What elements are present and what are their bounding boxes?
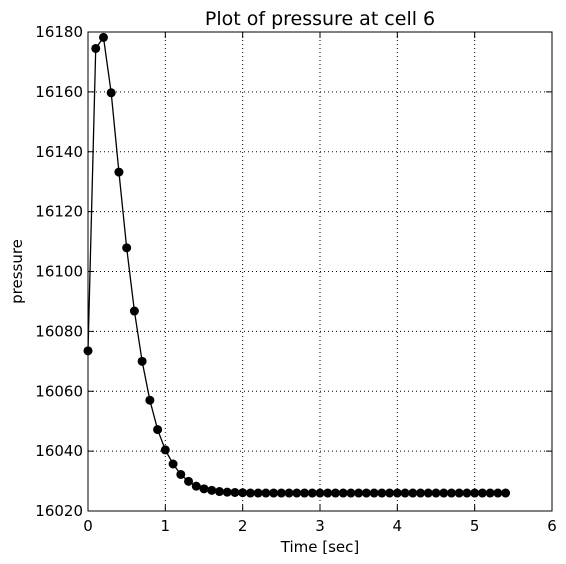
data-point <box>230 487 240 497</box>
data-point <box>176 469 186 479</box>
data-point <box>446 488 456 498</box>
data-point <box>114 167 124 177</box>
data-point <box>284 488 294 498</box>
tick-layer: 0 1 2 3 4 5 6 16020 16040 16060 16080 16100 16120 161… <box>35 23 556 535</box>
data-point <box>400 488 410 498</box>
data-point <box>238 488 248 498</box>
y-tick-label: 16020 <box>35 502 83 520</box>
data-point <box>191 481 201 491</box>
data-point <box>346 488 356 498</box>
y-tick-label: 16040 <box>35 442 83 460</box>
y-tick-label: 16060 <box>35 382 83 400</box>
y-tick-label: 16080 <box>35 322 83 340</box>
data-point <box>470 488 480 498</box>
x-tick-label: 4 <box>393 517 403 535</box>
data-point <box>261 488 271 498</box>
y-axis-label: pressure <box>8 239 26 304</box>
data-point <box>122 243 132 253</box>
data-point <box>330 488 340 498</box>
y-tick-label: 16100 <box>35 263 83 281</box>
data-point <box>207 485 217 495</box>
data-point <box>354 488 364 498</box>
x-tick-label: 5 <box>470 517 480 535</box>
data-point <box>253 488 263 498</box>
data-point <box>292 488 302 498</box>
data-point <box>300 488 310 498</box>
y-tick-label: 16140 <box>35 143 83 161</box>
x-axis-label: Time [sec] <box>280 538 359 556</box>
data-point <box>477 488 487 498</box>
data-point <box>431 488 441 498</box>
data-point <box>408 488 418 498</box>
data-point <box>501 488 511 498</box>
data-point <box>315 488 325 498</box>
data-point <box>153 425 163 435</box>
chart-title: Plot of pressure at cell 6 <box>205 8 435 30</box>
data-point <box>91 43 101 53</box>
data-point <box>423 488 433 498</box>
y-tick-label: 16120 <box>35 203 83 221</box>
data-point <box>145 395 155 405</box>
data-point <box>462 488 472 498</box>
data-point <box>245 488 255 498</box>
data-point <box>184 476 194 486</box>
data-point <box>269 488 279 498</box>
data-point <box>98 32 108 42</box>
data-point <box>338 488 348 498</box>
data-point <box>222 487 232 497</box>
series-line <box>87 35 506 494</box>
data-point <box>129 306 139 316</box>
data-point <box>385 488 395 498</box>
x-tick-label: 6 <box>547 517 557 535</box>
data-point <box>160 445 170 455</box>
x-tick-label: 2 <box>238 517 248 535</box>
data-point <box>199 484 209 494</box>
x-tick-label: 1 <box>161 517 171 535</box>
x-tick-label: 3 <box>315 517 325 535</box>
data-point <box>377 488 387 498</box>
data-point <box>485 488 495 498</box>
data-point <box>168 459 178 469</box>
data-point <box>276 488 286 498</box>
x-tick-label: 0 <box>83 517 93 535</box>
data-point <box>106 88 116 98</box>
y-tick-label: 16180 <box>35 23 83 41</box>
data-point <box>369 488 379 498</box>
series-layer <box>83 32 511 498</box>
y-tick-label: 16160 <box>35 83 83 101</box>
data-point <box>323 488 333 498</box>
data-point <box>307 488 317 498</box>
data-point <box>416 488 426 498</box>
data-point <box>493 488 503 498</box>
data-point <box>361 488 371 498</box>
data-point <box>214 487 224 497</box>
data-point <box>454 488 464 498</box>
data-point <box>137 356 147 366</box>
data-point <box>392 488 402 498</box>
data-point <box>439 488 449 498</box>
grid-layer <box>88 32 552 511</box>
